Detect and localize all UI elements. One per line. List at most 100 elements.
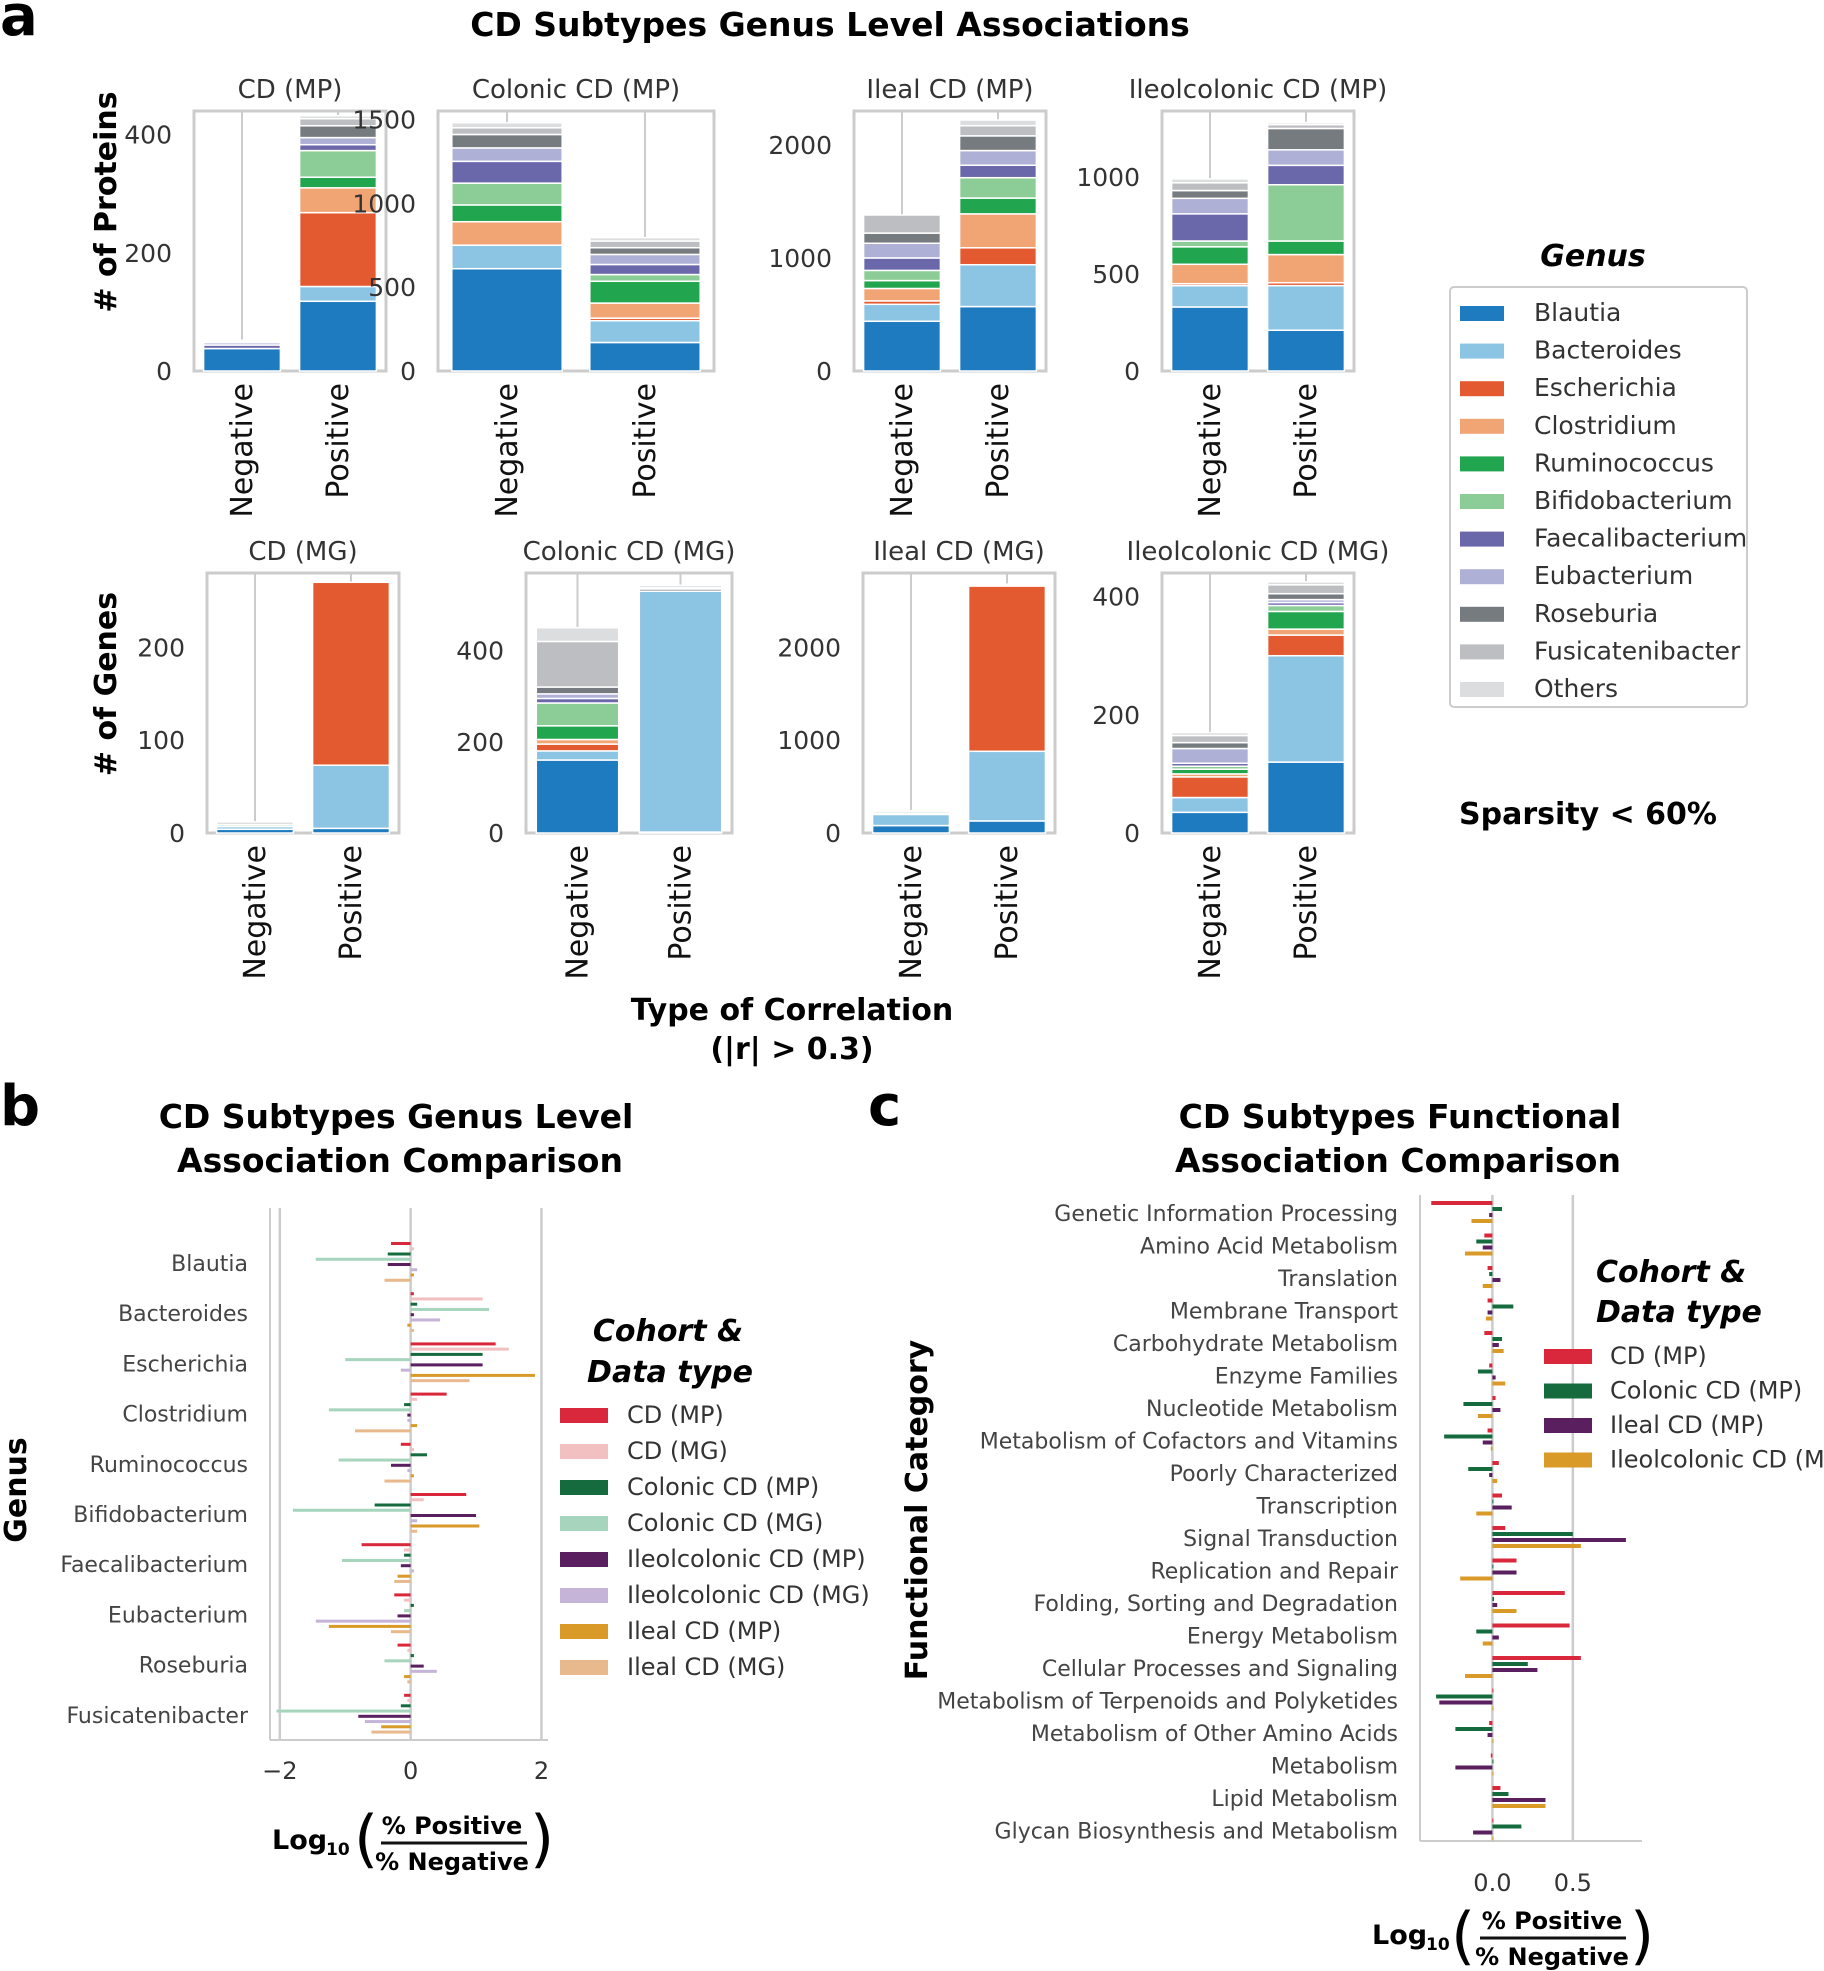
- bar-metabolism-of-other-amino-acids-ileolcolonic-cd-mp: [1492, 1739, 1494, 1743]
- x-tick-label-positive: Positive: [981, 383, 1016, 499]
- genus-legend: Blautia Bacteroides Escherichia Clostridium…: [1460, 298, 1747, 703]
- bar-faecalibacterium-colonic-cd-mp: [404, 1553, 411, 1557]
- bar-bifidobacterium-ileolcolonic-cd-mp: [410, 1514, 477, 1517]
- chart-title-ileal-cd-mp: Ileal CD (MP): [866, 75, 1033, 105]
- bar-lipid-metabolism-ileolcolonic-cd-mp: [1492, 1804, 1546, 1808]
- bar-blautia-cd-mg: [410, 1247, 414, 1251]
- panel-c-xlabel-left-paren: (: [1451, 1899, 1475, 1971]
- bar-fusicatenibacter-ileolcolonic-cd-mp: [358, 1714, 411, 1718]
- bar-metabolism-of-terpenoids-and-polyketides-cd-mp: [1492, 1688, 1494, 1693]
- bar-segment-negative-ruminococcus: [451, 204, 563, 223]
- chart-title-ileolcolonic-cd-mg: Ileolcolonic CD (MG): [1127, 537, 1390, 567]
- bar-signal-transduction-cd-mp: [1492, 1526, 1506, 1530]
- bar-metabolism-cd-mp: [1490, 1753, 1493, 1758]
- bar-enzyme-families-ileolcolonic-cd-mp: [1492, 1381, 1506, 1386]
- x-tick-label: 0.5: [1554, 1869, 1592, 1897]
- bar-bacteroides-ileolcolonic-cd-mg: [410, 1318, 441, 1322]
- x-tick-label: 2: [534, 1757, 549, 1785]
- bar-poorly-characterized-ileolcolonic-cd-mp: [1492, 1479, 1498, 1483]
- bar-segment-positive-roseburia: [1266, 127, 1346, 151]
- legend-swatch-ileal-cd-mp: [560, 1624, 608, 1639]
- legend-label-escherichia: Escherichia: [1534, 373, 1677, 402]
- y-tick-label: 0: [488, 819, 504, 848]
- bar-bacteroides-cd-mg: [410, 1297, 483, 1301]
- bar-segment-positive-eubacterium: [1266, 149, 1346, 167]
- category-label-membrane-transport: Membrane Transport: [1170, 1300, 1399, 1325]
- bar-roseburia-ileal-cd-mp: [404, 1675, 411, 1679]
- y-tick-label: 200: [456, 728, 504, 757]
- y-tick-label: 100: [137, 726, 185, 755]
- legend-label-bacteroides: Bacteroides: [1534, 336, 1682, 365]
- legend-swatch-others: [1460, 682, 1504, 697]
- bar-fusicatenibacter-ileal-cd-mg: [371, 1730, 411, 1734]
- bar-segment-positive-eubacterium: [589, 253, 701, 266]
- category-label-metabolism-of-terpenoids-and-polyketides: Metabolism of Terpenoids and Polyketides: [937, 1690, 1398, 1715]
- legend-swatch-ileolcolonic-cd-mp: [560, 1552, 608, 1567]
- bar-metabolism-ileolcolonic-cd-mp: [1492, 1771, 1494, 1776]
- bar-transcription-colonic-cd-mp: [1492, 1499, 1494, 1504]
- bar-glycan-biosynthesis-and-metabolism-ileolcolonic-cd-mp: [1492, 1836, 1494, 1841]
- panel-b-xlabel-right-paren: ): [530, 1802, 554, 1875]
- sparsity-note: Sparsity < 60%: [1459, 797, 1717, 832]
- category-label-energy-metabolism: Energy Metabolism: [1187, 1625, 1398, 1650]
- bar-nucleotide-metabolism-cd-mp: [1492, 1396, 1496, 1400]
- legend-label-ileolcolonic-cd-mg: Ileolcolonic CD (MG): [627, 1581, 870, 1609]
- category-label-escherichia: Escherichia: [122, 1352, 248, 1377]
- y-tick-label: 0: [1124, 819, 1140, 848]
- bar-segment-negative-blautia: [862, 320, 942, 372]
- category-label-bacteroides: Bacteroides: [118, 1302, 248, 1327]
- bar-segment-negative-faecalibacterium: [1170, 213, 1250, 242]
- x-tick-label-positive: Positive: [1289, 845, 1324, 961]
- bar-segment-positive-clostridium: [1266, 253, 1346, 284]
- bar-genetic-information-processing-colonic-cd-mp: [1492, 1207, 1503, 1211]
- x-tick-label-positive: Positive: [664, 845, 699, 961]
- bar-segment-negative-roseburia: [1170, 189, 1250, 200]
- panel-c-legend-title-line1: Cohort &: [1596, 1255, 1746, 1290]
- bar-segment-positive-bacteroides: [967, 750, 1047, 822]
- bar-segment-negative-bifidobacterium: [535, 702, 620, 727]
- category-label-metabolism-of-cofactors-and-vitamins: Metabolism of Cofactors and Vitamins: [980, 1430, 1398, 1455]
- y-axis-label-proteins: # of Proteins: [89, 91, 124, 312]
- bar-segment-negative-eubacterium: [1170, 747, 1250, 765]
- bar-ruminococcus-ileolcolonic-cd-mp: [391, 1463, 411, 1467]
- bar-glycan-biosynthesis-and-metabolism-cd-mp: [1492, 1818, 1494, 1823]
- bar-segment-positive-bifidobacterium: [298, 149, 378, 178]
- panel-c-xlabel-denominator: % Negative: [1475, 1943, 1629, 1971]
- bar-clostridium-cd-mp: [410, 1392, 447, 1396]
- bar-metabolism-ileal-cd-mp: [1455, 1765, 1493, 1770]
- legend-label-clostridium: Clostridium: [1534, 411, 1677, 440]
- x-tick-label-negative: Negative: [238, 845, 273, 980]
- legend-swatch-roseburia: [1460, 606, 1504, 622]
- bar-segment-positive-blautia: [1266, 761, 1346, 834]
- y-tick-label: 1000: [777, 726, 841, 755]
- bar-folding-sorting-and-degradation-ileal-cd-mp: [1492, 1603, 1498, 1607]
- bar-segment-negative-others: [1170, 178, 1250, 184]
- legend-label-colonic-cd-mg: Colonic CD (MG): [627, 1509, 823, 1537]
- bar-bacteroides-colonic-cd-mp: [410, 1302, 418, 1306]
- bar-segment-positive-escherichia: [311, 581, 391, 766]
- bar-segment-negative-others: [215, 821, 295, 826]
- category-label-nucleotide-metabolism: Nucleotide Metabolism: [1146, 1397, 1398, 1422]
- stacked-bar-chart-ileolcolonic-cd-mg: Ileolcolonic CD (MG) 0 200 400 Negative Posit…: [1092, 537, 1389, 980]
- legend-label-ileal-cd-mp: Ileal CD (MP): [1610, 1411, 1764, 1439]
- bar-segment-positive-blautia: [589, 341, 701, 372]
- bar-escherichia-ileolcolonic-cd-mg: [400, 1368, 411, 1372]
- bar-segment-negative-others: [202, 339, 282, 343]
- bar-segment-negative-fusicatenibacter: [535, 640, 620, 688]
- legend-label-ruminococcus: Ruminococcus: [1534, 448, 1714, 477]
- bar-genetic-information-processing-ileolcolonic-cd-mp: [1471, 1219, 1493, 1223]
- panel-b-xlabel-denominator: % Negative: [375, 1848, 529, 1876]
- bar-clostridium-ileolcolonic-cd-mp: [407, 1413, 411, 1417]
- bar-translation-ileal-cd-mp: [1492, 1278, 1501, 1282]
- bar-clostridium-colonic-cd-mp: [404, 1403, 411, 1407]
- bar-membrane-transport-colonic-cd-mp: [1492, 1304, 1514, 1309]
- legend-swatch-escherichia: [1460, 381, 1504, 397]
- bar-segment-negative-bacteroides: [862, 303, 942, 323]
- chart-title-cd-mp: CD (MP): [238, 75, 343, 105]
- bar-folding-sorting-and-degradation-colonic-cd-mp: [1492, 1597, 1494, 1601]
- chart-title-cd-mg: CD (MG): [248, 537, 357, 567]
- bar-eubacterium-colonic-cd-mg: [404, 1609, 411, 1613]
- bar-eubacterium-cd-mp: [394, 1593, 411, 1597]
- bar-metabolism-of-other-amino-acids-colonic-cd-mp: [1455, 1727, 1493, 1731]
- bar-membrane-transport-cd-mp: [1487, 1298, 1493, 1303]
